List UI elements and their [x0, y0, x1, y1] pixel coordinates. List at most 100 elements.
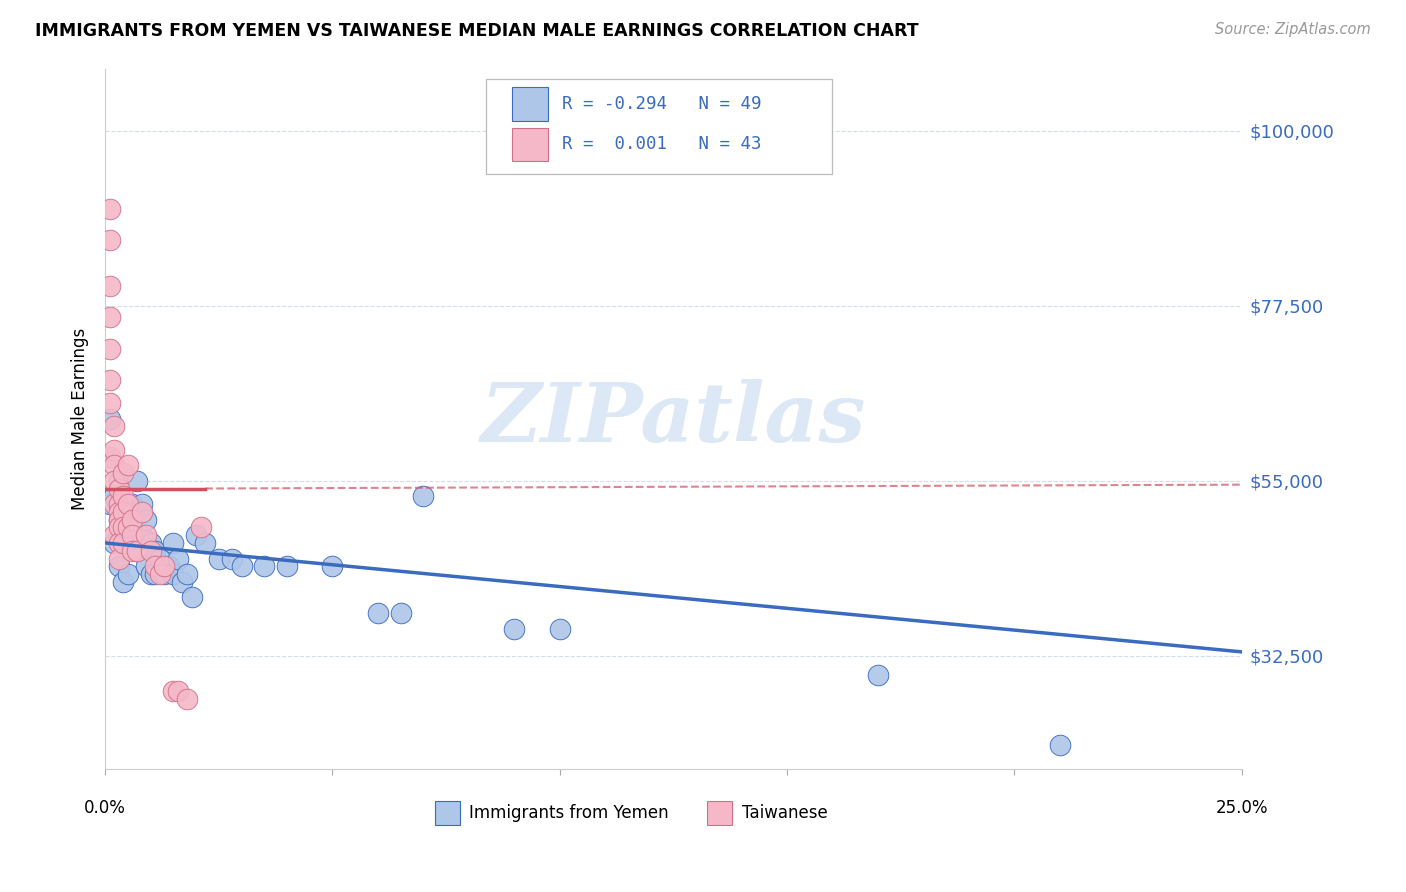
Point [108, 505, 131, 519]
Point [131, 497, 153, 511]
Point [108, 513, 131, 527]
Y-axis label: Median Male Earnings: Median Male Earnings [72, 327, 89, 509]
Point [176, 567, 198, 582]
Point [117, 497, 139, 511]
Point [162, 567, 184, 582]
Point [162, 536, 184, 550]
Point [103, 536, 125, 550]
Text: 0.0%: 0.0% [84, 799, 127, 817]
Point [98, 396, 121, 410]
Text: Immigrants from Yemen: Immigrants from Yemen [468, 804, 668, 822]
Point [98, 279, 121, 293]
Point [117, 458, 139, 473]
Point [121, 528, 143, 542]
Text: 25.0%: 25.0% [1215, 799, 1268, 817]
Point [321, 559, 343, 574]
Point [125, 543, 148, 558]
Point [121, 528, 143, 542]
Point [98, 310, 121, 325]
Point [276, 559, 298, 574]
Point [103, 528, 125, 542]
Point [139, 536, 162, 550]
Point [149, 551, 172, 566]
Point [98, 411, 121, 425]
Point [108, 482, 131, 496]
Point [231, 559, 253, 574]
Point [367, 606, 389, 620]
Point [131, 528, 153, 542]
Point [162, 683, 184, 698]
Point [139, 567, 162, 582]
Bar [434, 801, 460, 824]
Point [98, 373, 121, 387]
Point [103, 442, 125, 457]
Point [221, 551, 243, 566]
Point [167, 683, 190, 698]
Point [112, 489, 135, 503]
Point [125, 543, 148, 558]
Point [112, 520, 135, 534]
Point [412, 489, 434, 503]
Point [184, 528, 207, 542]
Point [253, 559, 276, 574]
Point [108, 551, 131, 566]
Point [180, 591, 202, 605]
Point [121, 497, 143, 511]
Point [103, 419, 125, 434]
Point [153, 559, 176, 574]
Point [112, 574, 135, 589]
Point [117, 513, 139, 527]
Point [108, 474, 131, 488]
Point [98, 233, 121, 247]
Point [389, 606, 412, 620]
Point [108, 497, 131, 511]
Point [176, 691, 198, 706]
Text: ZIPatlas: ZIPatlas [481, 378, 866, 458]
Point [143, 567, 166, 582]
Point [103, 497, 125, 511]
Point [167, 551, 190, 566]
FancyBboxPatch shape [486, 79, 832, 174]
Point [153, 567, 176, 582]
Point [121, 543, 143, 558]
Point [112, 505, 135, 519]
Text: Taiwanese: Taiwanese [741, 804, 827, 822]
Point [125, 474, 148, 488]
Point [98, 497, 121, 511]
Point [194, 536, 217, 550]
Point [143, 559, 166, 574]
Point [121, 513, 143, 527]
Point [108, 559, 131, 574]
Point [117, 567, 139, 582]
Point [866, 668, 889, 682]
Point [108, 520, 131, 534]
Point [112, 466, 135, 480]
Point [172, 574, 194, 589]
Point [190, 520, 212, 534]
Point [135, 559, 157, 574]
Point [98, 450, 121, 465]
Point [103, 474, 125, 488]
Point [139, 543, 162, 558]
Text: IMMIGRANTS FROM YEMEN VS TAIWANESE MEDIAN MALE EARNINGS CORRELATION CHART: IMMIGRANTS FROM YEMEN VS TAIWANESE MEDIA… [35, 22, 918, 40]
Point [131, 505, 153, 519]
Point [503, 622, 526, 636]
Point [98, 342, 121, 356]
Point [103, 458, 125, 473]
Point [117, 536, 139, 550]
Point [143, 543, 166, 558]
Point [108, 536, 131, 550]
Text: R =  0.001   N = 43: R = 0.001 N = 43 [562, 136, 762, 153]
Point [103, 489, 125, 503]
Point [1049, 738, 1071, 752]
Text: Source: ZipAtlas.com: Source: ZipAtlas.com [1215, 22, 1371, 37]
Point [112, 520, 135, 534]
Point [98, 202, 121, 216]
Bar [512, 87, 548, 121]
Point [548, 622, 571, 636]
Point [149, 567, 172, 582]
Point [108, 513, 131, 527]
Text: R = -0.294   N = 49: R = -0.294 N = 49 [562, 95, 762, 113]
Point [112, 536, 135, 550]
Point [208, 551, 231, 566]
